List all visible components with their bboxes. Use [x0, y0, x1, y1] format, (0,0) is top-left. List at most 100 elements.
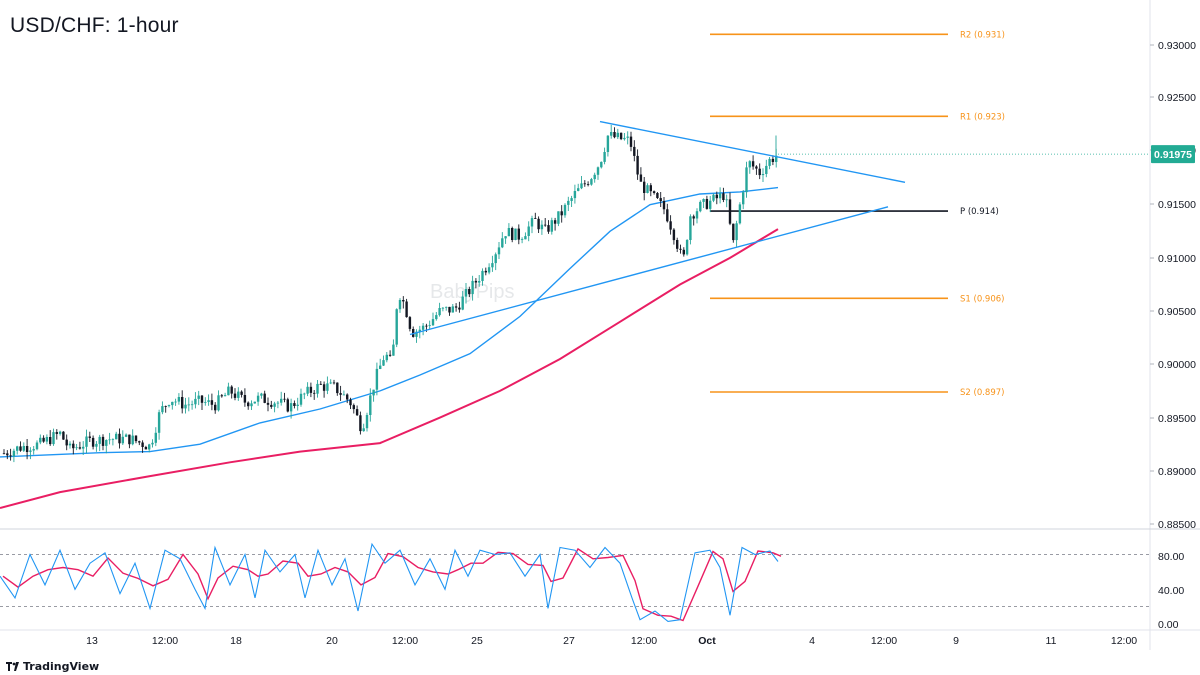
candle-body [662, 201, 666, 210]
candle-body [421, 325, 425, 330]
candle-body [600, 161, 603, 168]
candle-body [217, 395, 220, 411]
candle-body [128, 434, 131, 445]
candle-body [491, 263, 494, 268]
trendline-descending[interactable] [599, 120, 906, 183]
candle-body [336, 382, 339, 394]
candle-body [303, 393, 306, 395]
time-axis[interactable]: 13 12:00 18 20 12:00 25 27 12:00 Oct 4 12:00 9 11 12:… [86, 635, 1137, 647]
candle-body [636, 155, 639, 175]
candle-body [501, 238, 504, 248]
candle-body [42, 437, 45, 442]
candle-body [207, 400, 210, 402]
candle-body [379, 365, 382, 369]
candle-body [728, 199, 732, 224]
candle-body [517, 228, 520, 240]
candle-body [352, 405, 355, 410]
candle-body [299, 393, 303, 405]
candle-body [669, 221, 672, 230]
candle-body [398, 300, 402, 310]
candle-body [606, 135, 610, 152]
price-tick-label: 0.89000 [1158, 466, 1196, 478]
candle-body [567, 200, 570, 205]
candle-body [586, 184, 590, 185]
candle-body [124, 434, 128, 437]
candle-body [342, 394, 346, 396]
candle-body [263, 393, 266, 403]
time-tick-label: Oct [698, 635, 716, 647]
candle-body [441, 307, 445, 309]
candle-body [577, 188, 580, 191]
candle-body [563, 204, 567, 216]
candle-body [250, 403, 253, 407]
candle-body [62, 431, 65, 440]
trendline-ascending[interactable] [409, 206, 889, 336]
candle-body [35, 442, 39, 450]
candle-body [580, 183, 583, 189]
candle-body [530, 218, 534, 227]
time-tick-label: 25 [471, 635, 483, 647]
stochastic-panel [0, 542, 1150, 622]
trendlines[interactable] [409, 120, 906, 336]
candle-body [2, 453, 6, 455]
axes [0, 0, 1200, 650]
candle-body [154, 432, 157, 443]
candle-body [118, 433, 121, 444]
candle-body [494, 254, 497, 264]
candle-body [629, 136, 633, 147]
tradingview-brand: TradingView [23, 660, 100, 673]
candle-body [29, 450, 32, 452]
time-tick-label: 11 [1046, 635, 1057, 647]
time-tick-label: 12:00 [152, 635, 178, 647]
candle-body [78, 447, 82, 449]
candle-body [25, 446, 29, 452]
candle-body [646, 185, 649, 193]
pivot-level-label: P (0.914) [960, 207, 999, 217]
candle-body [58, 431, 62, 434]
candle-body [9, 455, 12, 457]
candle-body [738, 204, 742, 224]
candle-body [402, 300, 405, 302]
candle-body [240, 391, 243, 395]
candle-body [619, 132, 623, 140]
candle-body [174, 401, 177, 403]
candle-body [458, 307, 461, 310]
candle-body [623, 137, 626, 140]
candle-body [718, 193, 722, 199]
candle-body [111, 439, 115, 440]
sma-fast-line [0, 186, 779, 458]
last-price-tag [1151, 145, 1195, 164]
candle-body [144, 447, 148, 450]
candle-body [685, 240, 689, 255]
candle-body [214, 404, 217, 411]
candle-body [95, 443, 98, 447]
candle-body [583, 183, 586, 185]
candle-body [88, 436, 91, 438]
time-tick-label: 13 [86, 635, 98, 647]
pivot-level-label: S1 (0.906) [960, 294, 1004, 304]
tradingview-footer[interactable]: TradingView [6, 660, 99, 673]
candle-body [751, 161, 755, 167]
candle-body [210, 400, 214, 405]
candle-body [643, 181, 646, 193]
candle-body [55, 432, 58, 434]
price-axis[interactable]: 0.930000.925000.920000.915000.910000.905… [778, 40, 1196, 631]
candle-body [237, 391, 240, 398]
pivot-level-label: R2 (0.931) [960, 30, 1005, 40]
price-tick-label: 0.88500 [1158, 519, 1196, 531]
candle-body [121, 436, 124, 444]
candle-body [273, 403, 276, 407]
candle-body [39, 437, 42, 443]
price-tick-label: 0.93000 [1158, 40, 1196, 52]
candle-body [534, 218, 537, 219]
candle-body [761, 174, 765, 176]
candle-body [715, 194, 718, 199]
candle-body [560, 211, 563, 216]
sma-slow-line [0, 228, 779, 509]
candle-body [742, 192, 745, 205]
candle-body [765, 165, 768, 174]
candle-body [339, 393, 342, 395]
candle-body [428, 325, 431, 326]
candle-body [395, 309, 398, 345]
